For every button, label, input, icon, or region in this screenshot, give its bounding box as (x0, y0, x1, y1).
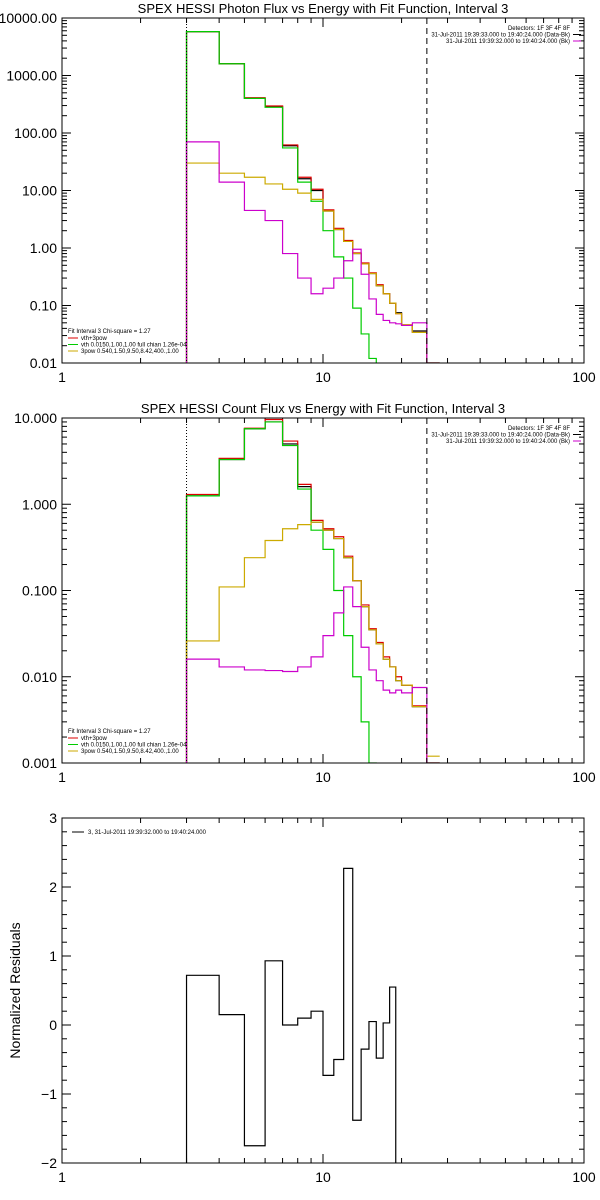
plot-frame (61, 17, 585, 364)
series-line-2 (185, 421, 377, 763)
legend-label: 3pow 0.540,1.50,9.50,8.42,400.,1.00 (81, 749, 179, 755)
legend-label: vth+3pow (81, 336, 108, 342)
legend-label: vth 0.0150,1.00,1.00 full chian 1.26e-04 (81, 743, 187, 749)
y-tick-label: 0.10 (30, 298, 57, 314)
y-tick-label: 1.00 (30, 240, 57, 256)
x-tick-label: 100 (572, 369, 596, 385)
series-line-1 (185, 418, 440, 763)
x-tick-label: 100 (572, 1169, 596, 1185)
plot-frame (61, 817, 585, 1164)
residuals-chart: Normalized Residuals 1 10 100 −2 −1 0 1 2 3 3, 31-… (7, 810, 596, 1185)
x-tick-label: 1 (58, 769, 66, 785)
y-axis-ticks (62, 421, 584, 764)
y-axis-label: Normalized Residuals (7, 922, 23, 1058)
legend-label: 3pow 0.540,1.50,9.50,8.42,400.,1.00 (81, 349, 179, 355)
x-tick-label: 100 (572, 769, 596, 785)
x-tick-label: 10 (315, 1169, 331, 1185)
x-axis-ticks (61, 418, 573, 763)
series-group (185, 867, 397, 1163)
info-line: Detectors: 1F 3F 4F 8F (508, 426, 570, 432)
series-line-3 (185, 521, 440, 763)
y-tick-label: 2 (49, 879, 57, 895)
x-tick-label: 1 (58, 1169, 66, 1185)
legend-label: vth+3pow (81, 736, 108, 742)
info-line: Detectors: 1F 3F 4F 8F (508, 26, 570, 32)
photon-flux-chart: SPEX HESSI Photon Flux vs Energy with Fi… (0, 1, 596, 385)
y-tick-label: 0.001 (22, 755, 57, 771)
series-group (185, 31, 440, 363)
chart-title: SPEX HESSI Count Flux vs Energy with Fit… (141, 401, 505, 416)
series-line-0 (185, 867, 397, 1163)
plot-frame (61, 417, 585, 764)
y-tick-label: 10000.00 (0, 10, 57, 26)
x-tick-label: 1 (58, 369, 66, 385)
legend-title: Fit Interval 3 Chi-square = 1.27 (68, 729, 151, 735)
y-tick-label: 1 (49, 948, 57, 964)
series-line-4 (185, 586, 428, 763)
legend-label: 3, 31-Jul-2011 19:39:32.000 to 19:40:24.… (88, 830, 207, 836)
series-line-3 (185, 162, 428, 363)
y-tick-label: −1 (41, 1086, 57, 1102)
y-tick-label: 3 (49, 810, 57, 826)
legend-title: Fit Interval 3 Chi-square = 1.27 (68, 329, 151, 335)
y-tick-label: 0.01 (30, 355, 57, 371)
y-tick-label: 10.00 (22, 183, 57, 199)
y-tick-label: 1000.00 (6, 68, 57, 84)
chart-title: SPEX HESSI Photon Flux vs Energy with Fi… (138, 1, 509, 16)
y-tick-label: 0 (49, 1017, 57, 1033)
y-tick-label: −2 (41, 1155, 57, 1171)
y-axis-ticks (62, 817, 584, 1164)
y-tick-label: 100.00 (14, 125, 57, 141)
count-flux-chart: SPEX HESSI Count Flux vs Energy with Fit… (14, 401, 596, 785)
info-line: 31-Jul-2011 19:39:33.000 to 19:40:24.000… (431, 433, 570, 439)
series-group (185, 418, 440, 763)
info-line: 31-Jul-2011 19:39:32.000 to 19:40:24.000… (446, 39, 570, 45)
x-axis-ticks (61, 818, 573, 1163)
y-tick-label: 0.100 (22, 583, 57, 599)
y-tick-label: 10.000 (14, 410, 57, 426)
y-tick-label: 0.010 (22, 669, 57, 685)
series-line-2 (185, 31, 377, 363)
x-tick-label: 10 (315, 369, 331, 385)
legend-label: vth 0.0150,1.00,1.00 full chian 1.26e-04 (81, 343, 187, 349)
info-line: 31-Jul-2011 19:39:33.000 to 19:40:24.000… (431, 33, 570, 39)
info-line: 31-Jul-2011 19:39:32.000 to 19:40:24.000… (446, 439, 570, 445)
y-tick-label: 1.000 (22, 496, 57, 512)
series-line-4 (185, 141, 428, 363)
series-line-0 (185, 421, 440, 763)
x-tick-label: 10 (315, 769, 331, 785)
